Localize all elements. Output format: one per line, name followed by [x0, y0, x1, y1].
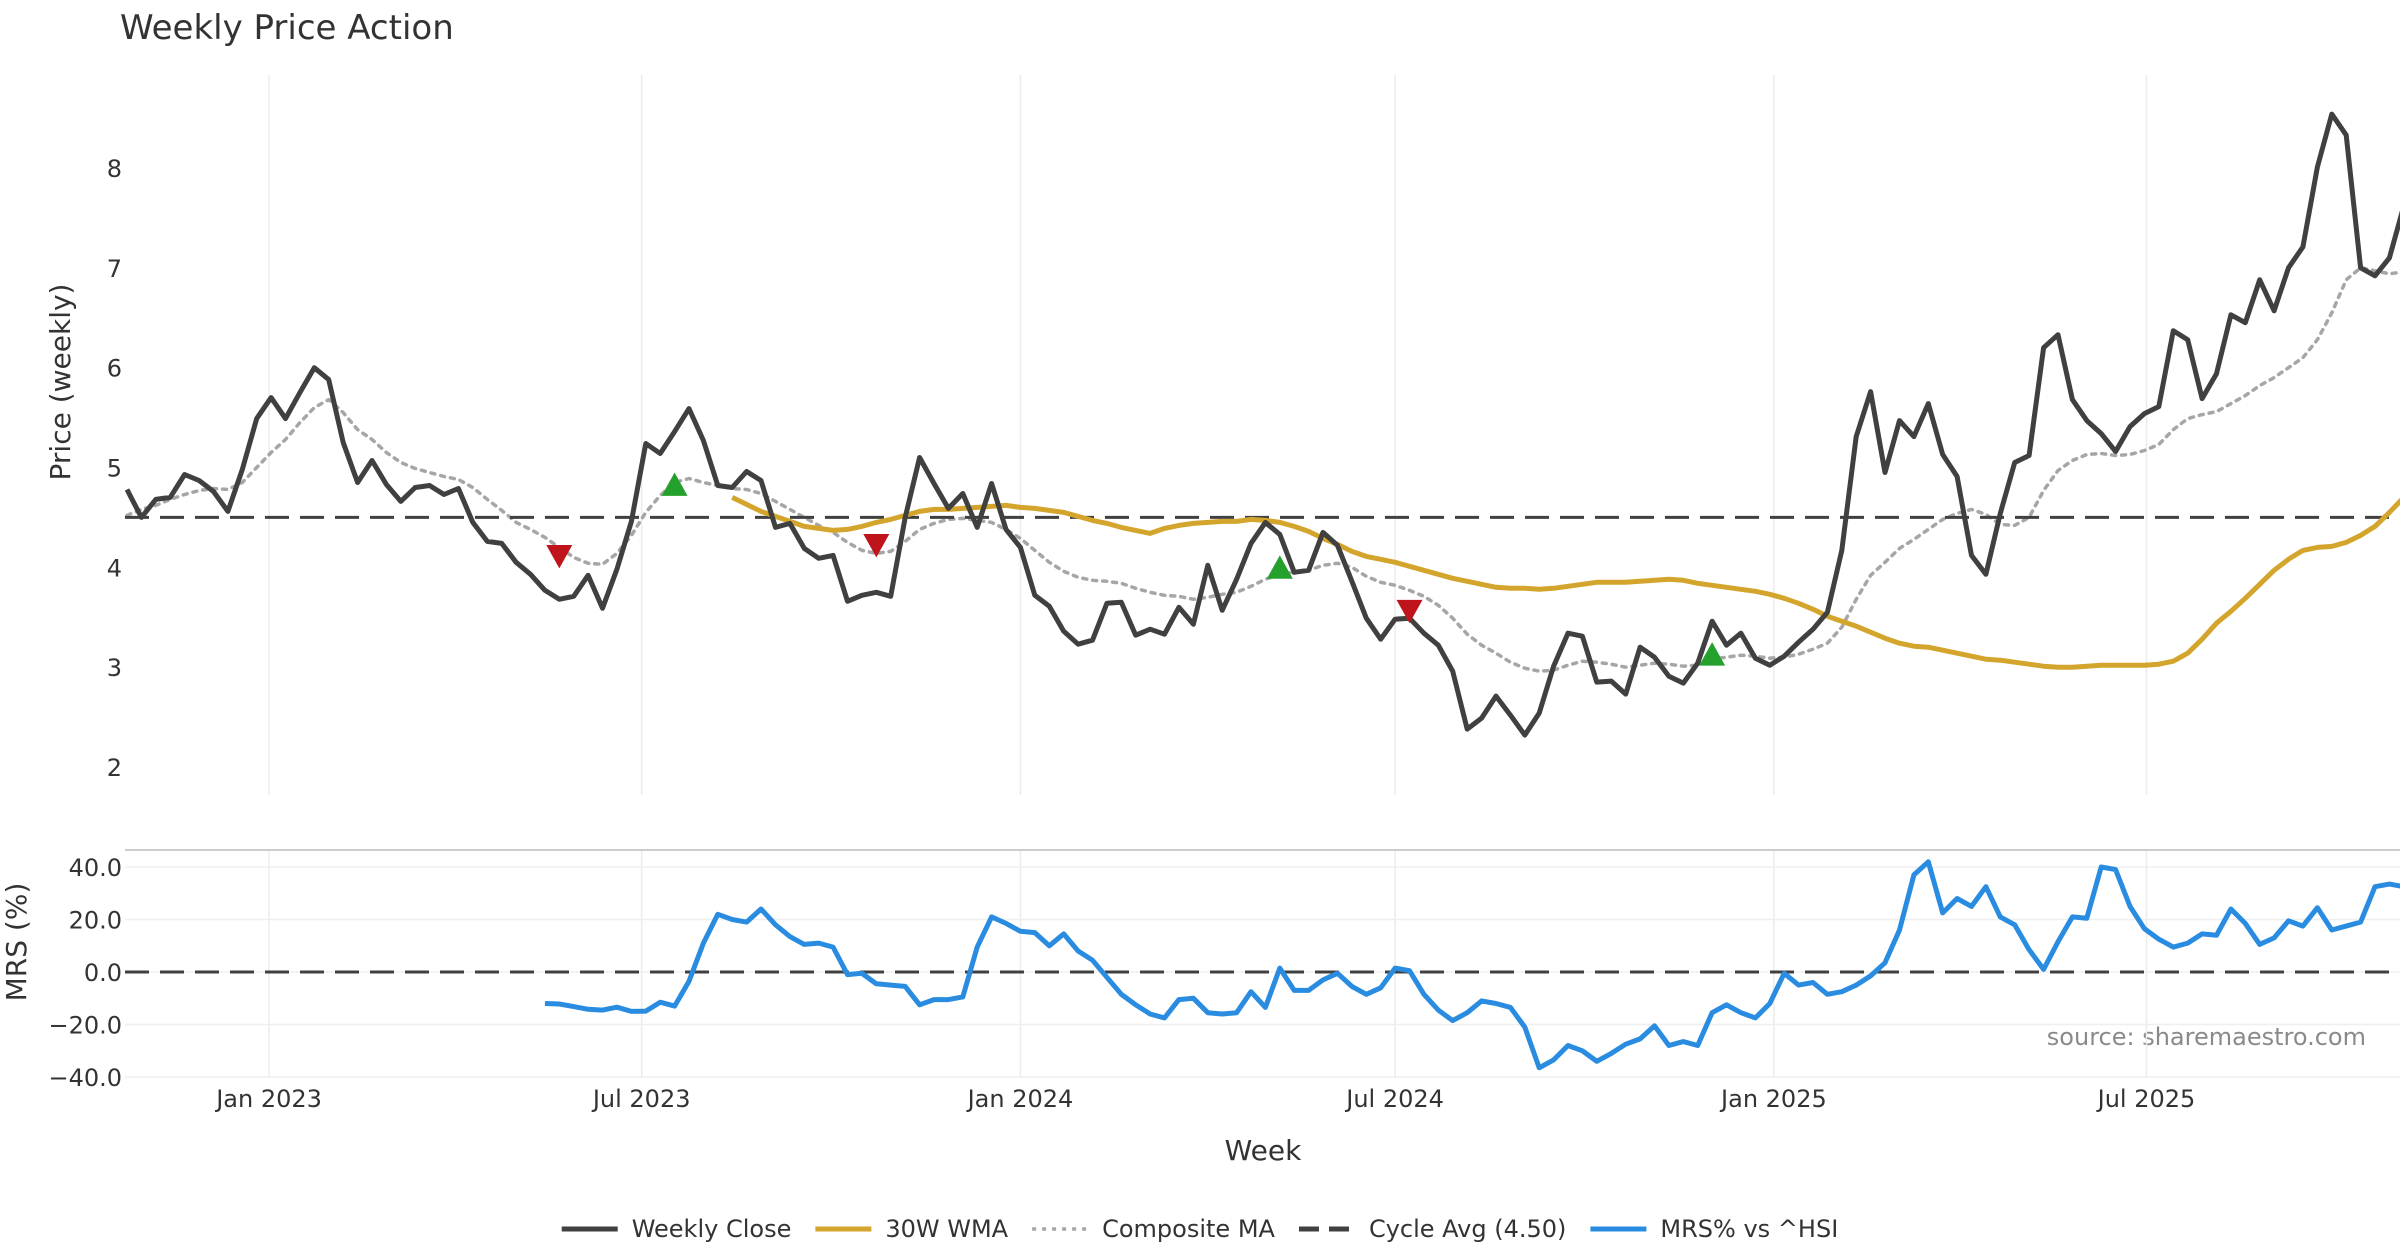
price-y-tick-label: 2 — [107, 754, 122, 782]
mrs-y-tick-label: 0.0 — [84, 959, 122, 987]
buy-signal-marker — [1266, 555, 1293, 579]
price-y-tick-label: 3 — [107, 654, 122, 682]
x-tick-label: Jul 2025 — [2096, 1085, 2196, 1113]
x-tick-label: Jul 2023 — [591, 1085, 691, 1113]
price-y-tick-label: 6 — [107, 355, 122, 383]
30w-wma-series — [731, 495, 2400, 670]
legend-label-cycle-avg-4-50: Cycle Avg (4.50) — [1369, 1215, 1566, 1243]
price-y-tick-label: 4 — [107, 554, 122, 582]
chart-title: Weekly Price Action — [120, 8, 454, 48]
legend-label-30w-wma: 30W WMA — [885, 1215, 1008, 1243]
signal-markers — [546, 472, 1726, 666]
mrs-y-tick-label: −20.0 — [48, 1012, 122, 1040]
grid-lines — [125, 75, 2400, 1078]
source-annotation: source: sharemaestro.com — [2047, 1023, 2366, 1051]
mrs-y-axis-title: MRS (%) — [0, 883, 33, 1002]
buy-signal-marker — [661, 472, 688, 496]
price-y-tick-label: 8 — [107, 155, 122, 183]
price-y-tick-label: 7 — [107, 255, 122, 283]
mrs-y-tick-label: 20.0 — [69, 907, 122, 935]
sell-signal-marker — [546, 544, 573, 569]
sell-signal-marker — [863, 533, 890, 558]
legend-label-mrs-vs-hsi: MRS% vs ^HSI — [1660, 1215, 1838, 1243]
legend-label-composite-ma: Composite MA — [1102, 1215, 1275, 1243]
mrs-y-tick-label: −40.0 — [48, 1064, 122, 1092]
legend: Weekly Close 30W WMA Composite MA Cycle Avg… — [561, 1215, 1838, 1243]
sell-signal-marker — [1396, 599, 1423, 624]
x-tick-label: Jan 2024 — [966, 1085, 1074, 1113]
x-tick-label: Jul 2024 — [1344, 1085, 1444, 1113]
mrs-vs-hsi-series — [544, 859, 2400, 1071]
composite-ma-series — [125, 266, 2400, 673]
legend-label-weekly-close: Weekly Close — [632, 1215, 792, 1243]
tick-labels: Jan 2023 Jul 2023 Jan 2024 Jul 2024 Jan 2025… — [48, 155, 2195, 1113]
mrs-y-tick-label: 40.0 — [69, 854, 122, 882]
x-axis-title: Week — [1225, 1134, 1302, 1167]
price-y-axis-title: Price (weekly) — [44, 284, 77, 481]
series-layer — [124, 111, 2400, 1071]
buy-signal-marker — [1699, 642, 1726, 666]
x-tick-label: Jan 2025 — [1719, 1085, 1827, 1113]
x-tick-label: Jan 2023 — [214, 1085, 322, 1113]
weekly-close-series — [124, 111, 2400, 738]
price-y-tick-label: 5 — [107, 455, 122, 483]
